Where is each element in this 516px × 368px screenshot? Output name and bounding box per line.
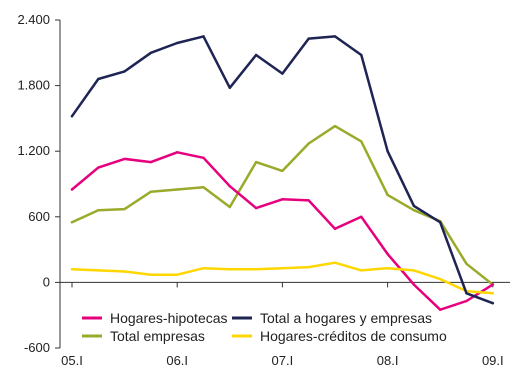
y-tick-label: -600: [24, 340, 50, 355]
data-point: [202, 156, 205, 159]
data-point: [491, 283, 494, 286]
x-tick-label: 08.I: [377, 353, 399, 368]
data-point: [97, 77, 100, 81]
data-point: [333, 261, 337, 264]
y-tick-label: 0: [43, 274, 50, 289]
data-point: [307, 265, 310, 269]
data-point: [386, 150, 389, 153]
y-tick-label: 2.400: [17, 12, 50, 27]
x-axis: 05.I 06.I 07.I 08.I 09.I: [60, 281, 510, 368]
data-point: [202, 267, 205, 270]
data-point: [176, 188, 179, 191]
data-point: [70, 188, 74, 191]
y-axis: 2.400 1.800 1.200 600 0 -600: [17, 12, 61, 355]
legend-label: Total a hogares y empresas: [260, 310, 432, 326]
data-point: [307, 37, 310, 40]
data-point: [254, 268, 258, 271]
data-point: [281, 198, 284, 201]
x-tick-label: 09.I: [482, 353, 504, 368]
data-point: [281, 72, 284, 75]
data-point: [97, 269, 100, 272]
data-point: [491, 302, 494, 305]
series-lines: [70, 35, 495, 311]
data-point: [123, 157, 126, 161]
data-point: [465, 262, 468, 265]
y-tick-label: 1.200: [17, 143, 50, 158]
data-point: [412, 283, 416, 286]
data-point: [149, 51, 153, 54]
x-tick-label: 05.I: [61, 353, 83, 368]
data-point: [202, 186, 205, 189]
data-point: [123, 207, 126, 211]
data-point: [97, 166, 100, 169]
data-point: [307, 142, 310, 145]
data-point: [360, 140, 363, 143]
data-point: [70, 115, 74, 118]
data-point: [70, 268, 74, 271]
data-point: [176, 151, 179, 154]
data-point: [465, 292, 468, 295]
data-point: [281, 169, 284, 173]
data-point: [228, 185, 231, 188]
data-point: [386, 193, 389, 197]
data-point: [491, 292, 494, 295]
data-point: [307, 199, 310, 202]
data-point: [123, 70, 126, 73]
data-point: [412, 204, 416, 208]
y-tick-label: 600: [28, 209, 50, 224]
data-point: [228, 205, 231, 209]
data-point: [412, 269, 416, 272]
data-point: [97, 209, 100, 212]
data-point: [281, 267, 284, 270]
data-point: [228, 86, 231, 90]
data-point: [333, 35, 337, 38]
legend-label: Hogares-hipotecas: [110, 310, 228, 326]
data-point: [149, 160, 153, 164]
data-point: [254, 53, 258, 57]
legend-label: Total empresas: [110, 328, 205, 344]
data-point: [123, 270, 126, 273]
x-tick-label: 07.I: [272, 353, 294, 368]
data-point: [412, 209, 416, 212]
data-point: [202, 35, 205, 38]
data-point: [254, 160, 258, 164]
data-point: [360, 53, 363, 57]
y-tick-label: 1.800: [17, 78, 50, 93]
legend-label: Hogares-créditos de consumo: [260, 328, 447, 344]
data-point: [176, 41, 179, 45]
data-point: [439, 308, 442, 311]
data-point: [360, 215, 363, 218]
data-point: [386, 252, 389, 256]
data-point: [176, 273, 179, 276]
data-point: [333, 227, 337, 230]
legend: Hogares-hipotecas Total empresas Total a h…: [82, 310, 447, 344]
data-point: [70, 221, 74, 224]
x-tick-label: 06.I: [166, 353, 188, 368]
data-point: [149, 190, 153, 193]
data-point: [465, 299, 468, 303]
data-point: [439, 277, 442, 281]
data-point: [228, 268, 231, 271]
data-point: [386, 267, 389, 270]
data-point: [254, 206, 258, 210]
series-line-2: [70, 124, 495, 286]
data-point: [333, 124, 337, 128]
data-point: [439, 221, 442, 224]
data-point: [360, 269, 363, 272]
data-point: [149, 273, 153, 276]
